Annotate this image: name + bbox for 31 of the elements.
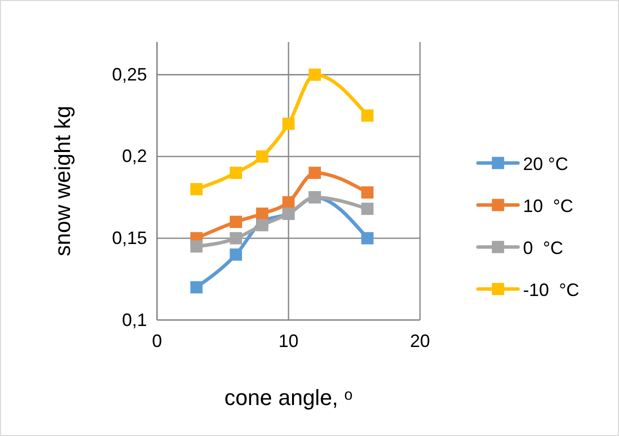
x-tick-label: 0 xyxy=(152,330,162,351)
point xyxy=(190,183,203,196)
y-axis-title: snow weight kg xyxy=(50,106,75,256)
point xyxy=(256,219,268,232)
point xyxy=(190,240,203,253)
legend-label: -10 °C xyxy=(523,280,580,300)
point xyxy=(230,166,242,179)
point xyxy=(361,186,374,199)
x-axis-title: cone angle, ᵒ xyxy=(224,385,353,410)
legend-label: 20 °C xyxy=(523,154,568,174)
point xyxy=(361,232,374,244)
y-tick-label: 0,1 xyxy=(122,310,147,330)
point xyxy=(282,118,295,130)
point xyxy=(230,216,242,228)
y-tick-label: 0,25 xyxy=(112,64,147,84)
point xyxy=(282,196,295,208)
y-tick-label: 0,2 xyxy=(122,146,147,166)
point xyxy=(361,109,374,122)
point xyxy=(361,202,374,215)
point xyxy=(256,150,268,163)
legend-label: 10 °C xyxy=(523,196,574,216)
x-tick-label: 10 xyxy=(278,330,299,351)
x-tick-label: 20 xyxy=(410,330,430,351)
point xyxy=(308,166,321,179)
legend-label: 0 °C xyxy=(523,238,564,258)
point xyxy=(256,208,268,220)
point xyxy=(190,281,203,294)
y-tick-label: 0,15 xyxy=(112,228,147,248)
point xyxy=(308,68,321,81)
point xyxy=(230,232,242,244)
point xyxy=(230,248,242,261)
